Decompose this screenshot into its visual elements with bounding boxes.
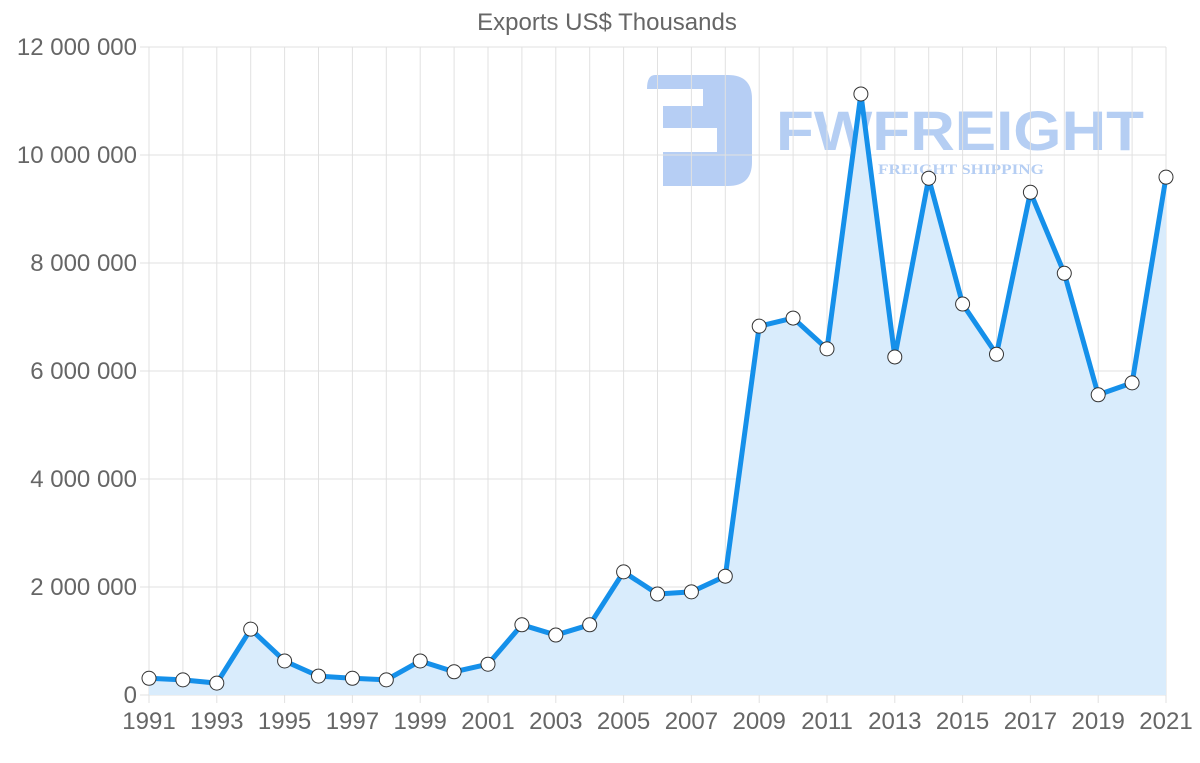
- data-point-2017[interactable]: 2017: 9310000: [1022, 184, 1038, 200]
- y-tick-label: 8 000 000: [30, 250, 137, 277]
- y-tick-label: 12 000 000: [17, 34, 137, 61]
- x-tick-label: 2019: [1072, 708, 1125, 735]
- y-axis: 0 2 000 000 4 000 000 6 000 000 8 000 000 10 …: [17, 34, 137, 709]
- x-tick-label: 1993: [190, 708, 243, 735]
- data-point-1994[interactable]: 1994: 1220000: [243, 621, 259, 637]
- y-tick-label: 0: [124, 682, 137, 709]
- data-point-2004[interactable]: 2004: 1300000: [582, 617, 598, 633]
- x-tick-label: 2009: [733, 708, 786, 735]
- x-tick-label: 2013: [868, 708, 921, 735]
- data-point-2018[interactable]: 2018: 7810000: [1056, 265, 1072, 281]
- data-point-2016[interactable]: 2016: 6310000: [989, 346, 1004, 362]
- fwfreight-watermark: FWFREIGHT FREIGHT SHIPPING: [647, 75, 1144, 186]
- data-point-2003[interactable]: 2003: 1110000: [548, 627, 564, 643]
- x-tick-label: 1999: [394, 708, 447, 735]
- watermark-brand: FWFREIGHT: [776, 99, 1144, 162]
- data-point-1991[interactable]: 1991: 310000: [141, 670, 157, 686]
- x-tick-label: 2007: [665, 708, 718, 735]
- data-point-2008[interactable]: 2008: 2200000: [717, 568, 733, 584]
- data-point-1992[interactable]: 1992: 280000: [175, 672, 191, 688]
- data-point-2021[interactable]: 2021: 9590000: [1158, 169, 1174, 185]
- y-tick-label: 6 000 000: [30, 358, 137, 385]
- x-tick-label: 2021: [1139, 708, 1192, 735]
- x-tick-label: 2015: [936, 708, 989, 735]
- data-point-2015[interactable]: 2015: 7240000: [955, 296, 971, 312]
- y-tick-label: 4 000 000: [30, 466, 137, 493]
- data-point-2007[interactable]: 2007: 1910000: [683, 584, 699, 600]
- x-tick-label: 2001: [461, 708, 514, 735]
- data-point-1993[interactable]: 1993: 220000: [209, 675, 225, 691]
- data-point-2005[interactable]: 2005: 2280000: [616, 564, 632, 580]
- x-tick-label: 1991: [122, 708, 175, 735]
- chart-title: Exports US$ Thousands: [477, 9, 737, 36]
- x-tick-label: 1997: [326, 708, 379, 735]
- data-point-1999[interactable]: 1999: 630000: [412, 653, 428, 669]
- data-point-2006[interactable]: 2006: 1870000: [650, 586, 665, 602]
- x-tick-label: 2003: [529, 708, 582, 735]
- area-fill-path: [149, 93, 1166, 696]
- data-point-1997[interactable]: 1997: 310000: [344, 670, 360, 686]
- data-point-2019[interactable]: 2019: 5560000: [1090, 387, 1106, 403]
- x-tick-label: 1995: [258, 708, 311, 735]
- data-markers: 1991: 310000 1992: 280000 1993: 220000 1994…: [141, 86, 1174, 691]
- data-point-1998[interactable]: 1998: 280000: [378, 672, 394, 688]
- data-point-2009[interactable]: 2009: 6830000: [751, 318, 767, 334]
- data-point-2014[interactable]: 2014: 9570000: [921, 170, 937, 186]
- area-fill: [149, 93, 1166, 696]
- data-point-2013[interactable]: 2013: 6260000: [887, 349, 903, 365]
- y-tick-label: 10 000 000: [17, 142, 137, 169]
- data-point-2002[interactable]: 2002: 1300000: [514, 617, 530, 633]
- data-point-2020[interactable]: 2020: 5780000: [1124, 375, 1140, 391]
- y-tick-label: 2 000 000: [30, 574, 137, 601]
- x-tick-label: 2005: [597, 708, 650, 735]
- data-point-2001[interactable]: 2001: 570000: [480, 656, 496, 672]
- x-tick-label: 2011: [801, 708, 853, 735]
- watermark-tagline: FREIGHT SHIPPING: [878, 162, 1044, 178]
- x-axis: 1991 1993 1995 1997 1999 2001 2003 2005 2007 2009…: [122, 708, 1192, 735]
- data-point-1995[interactable]: 1995: 630000: [277, 653, 293, 669]
- data-point-2012[interactable]: 2012: 11130000: [853, 86, 869, 102]
- data-point-2011[interactable]: 2011: 6410000: [819, 341, 835, 357]
- x-tick-label: 2017: [1004, 708, 1057, 735]
- data-point-1996[interactable]: 1996: 350000: [311, 668, 326, 684]
- data-point-2010[interactable]: 2010: 6980000: [785, 310, 801, 326]
- fwfreight-logo-icon: [647, 75, 752, 186]
